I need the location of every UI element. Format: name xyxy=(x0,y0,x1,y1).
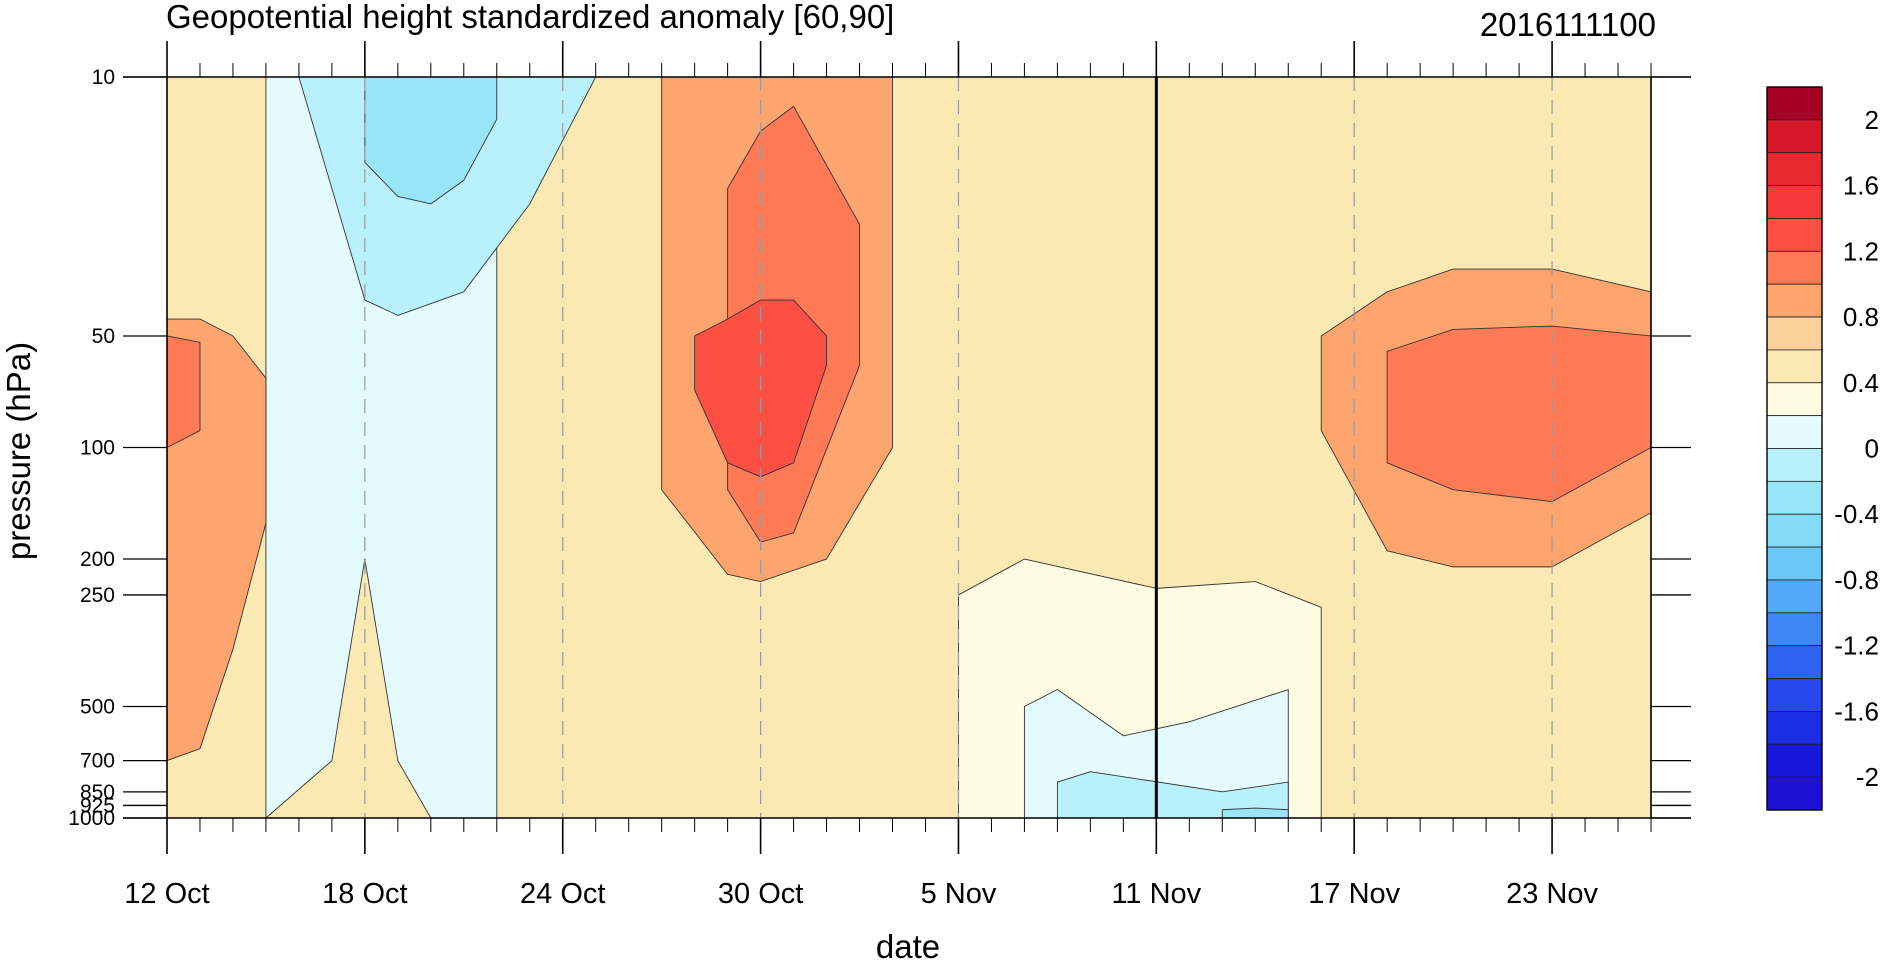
pressure-tick-label: 250 xyxy=(80,584,115,607)
pressure-tick-label: 500 xyxy=(80,695,115,718)
date-axis: 12 Oct 18 Oct 24 Oct 30 Oct 5 Nov 11 Nov 17 No… xyxy=(124,41,1652,910)
colorbar-swatch xyxy=(1766,316,1823,351)
colorbar: 2 1.6 1.2 0.8 0.4 0 -0.4 -0.8 -1.2 -1.6 -2 xyxy=(1766,86,1879,811)
colorbar-swatch xyxy=(1766,415,1823,449)
date-tick-label: 23 Nov xyxy=(1506,878,1598,910)
anomaly-contour-field xyxy=(166,76,1652,819)
colorbar-swatch xyxy=(1766,250,1823,285)
date-gridlines xyxy=(364,77,1553,818)
colorbar-swatch xyxy=(1766,678,1823,712)
colorbar-swatch xyxy=(1766,612,1823,647)
colorbar-tick-label: 0.4 xyxy=(1843,368,1879,398)
chart-title: Geopotential height standardized anomaly… xyxy=(166,0,894,35)
colorbar-frame xyxy=(1766,86,1823,811)
colorbar-tick-label: -1.2 xyxy=(1834,631,1879,661)
pressure-tick-label: 850 xyxy=(80,781,115,804)
date-tick-label: 17 Nov xyxy=(1308,878,1400,910)
x-axis-label: date xyxy=(876,928,940,963)
date-tick-label: 30 Oct xyxy=(718,878,803,910)
colorbar-tick-label: -0.8 xyxy=(1834,565,1879,595)
pressure-tick-label: 1000 xyxy=(68,807,115,830)
colorbar-tick-label: -1.6 xyxy=(1834,696,1879,726)
colorbar-swatch xyxy=(1766,513,1823,548)
colorbar-swatch xyxy=(1766,546,1823,581)
colorbar-swatch xyxy=(1766,645,1823,679)
colorbar-swatch xyxy=(1766,448,1823,482)
date-tick-label: 24 Oct xyxy=(520,878,605,910)
colorbar-tick-label: 0 xyxy=(1865,434,1879,464)
date-tick-label: 12 Oct xyxy=(124,878,209,910)
date-tick-label: 5 Nov xyxy=(921,878,997,910)
colorbar-swatch xyxy=(1766,349,1823,384)
anomaly-region xyxy=(166,335,201,448)
colorbar-swatch xyxy=(1766,480,1823,515)
date-tick-label: 18 Oct xyxy=(322,878,407,910)
colorbar-tick-label: -0.4 xyxy=(1834,499,1879,529)
colorbar-swatch xyxy=(1766,579,1823,614)
colorbar-swatch xyxy=(1766,185,1823,219)
colorbar-swatch xyxy=(1766,86,1823,121)
colorbar-swatch xyxy=(1766,218,1823,252)
colorbar-swatch xyxy=(1766,743,1823,778)
colorbar-swatch xyxy=(1766,152,1823,186)
pressure-tick-label: 100 xyxy=(80,437,115,460)
colorbar-swatch xyxy=(1766,382,1823,417)
pressure-tick-label: 700 xyxy=(80,750,115,773)
colorbar-swatch xyxy=(1766,776,1823,811)
anomaly-region xyxy=(1221,807,1289,819)
colorbar-tick-label: 1.2 xyxy=(1843,236,1879,266)
y-axis-label: pressure (hPa) xyxy=(0,342,37,560)
pressure-tick-label: 50 xyxy=(92,325,115,348)
colorbar-swatch xyxy=(1766,711,1823,745)
date-tick-label: 11 Nov xyxy=(1111,878,1201,910)
colorbar-tick-label: 2 xyxy=(1865,105,1879,135)
chart-date-stamp: 2016111100 xyxy=(1480,6,1656,43)
colorbar-tick-label: 1.6 xyxy=(1843,171,1879,201)
colorbar-tick-label: -2 xyxy=(1856,762,1879,792)
colorbar-tick-label: 0.8 xyxy=(1843,302,1879,332)
pressure-tick-label: 10 xyxy=(92,66,115,89)
pressure-tick-label: 200 xyxy=(80,548,115,571)
colorbar-swatch xyxy=(1766,283,1823,318)
pressure-tick-label: 925 xyxy=(80,794,115,817)
colorbar-swatch xyxy=(1766,119,1823,154)
